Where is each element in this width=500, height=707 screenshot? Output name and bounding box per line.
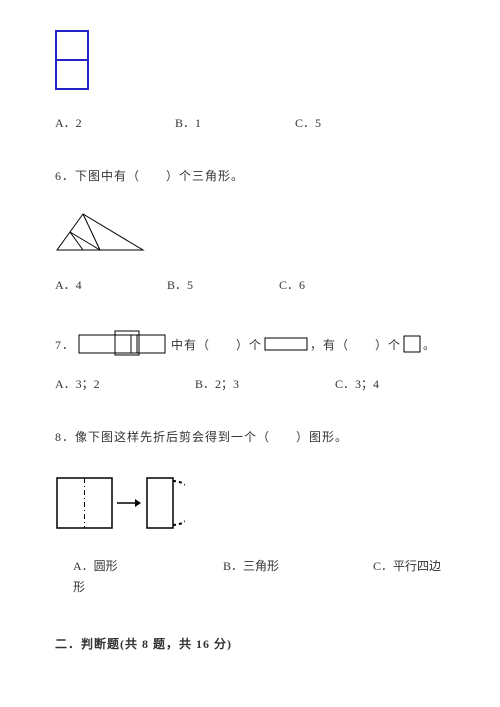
section-2-heading: 二．判断题(共 8 题，共 16 分) [55,635,445,652]
q8-option-c-cont: 形 [73,580,86,594]
q7-pre: 7． [55,336,75,353]
q8-option-a: A．圆形 [73,557,223,574]
q6-option-b: B．5 [167,276,279,293]
q6-options: A．4 B．5 C．6 [55,276,445,293]
q8-figure [55,473,445,533]
q7-option-c: C．3；4 [335,375,379,392]
q6-option-c: C．6 [279,276,305,293]
q7-option-b: B．2；3 [195,375,335,392]
q7-figure-rect [264,337,308,351]
q5-figure [55,30,445,90]
q6-text-row: 6．下图中有（ ）个三角形。 [55,167,445,184]
q6-figure [55,212,445,252]
q8-option-c: C．平行四边 [373,557,441,574]
q5-option-c: C．5 [295,114,321,131]
q7-mid1: 中有（ ）个 [171,336,262,353]
q5-option-b: B．1 [175,114,295,131]
q6-text: 6．下图中有（ ）个三角形。 [55,167,244,184]
q8-text-row: 8．像下图这样先折后剪会得到一个（ ）图形。 [55,428,445,445]
q8-options: A．圆形 B．三角形 C．平行四边 [55,557,445,574]
q8-option-b: B．三角形 [223,557,373,574]
q7-mid2: ，有（ ）个 [310,336,401,353]
q5-option-a: A．2 [55,114,175,131]
q7-figure-square [403,335,421,353]
q7-figure-overlap [77,329,169,359]
q7-options: A．3；2 B．2；3 C．3；4 [55,375,445,392]
q7-tail: 。 [423,336,436,353]
q5-options: A．2 B．1 C．5 [55,114,445,131]
q8-text: 8．像下图这样先折后剪会得到一个（ ）图形。 [55,428,348,445]
q6-option-a: A．4 [55,276,167,293]
q7-option-a: A．3；2 [55,375,195,392]
q8-option-c-cont-row: 形 [55,578,445,595]
q7-text-row: 7． 中有（ ）个 ，有（ ）个 。 [55,329,445,359]
